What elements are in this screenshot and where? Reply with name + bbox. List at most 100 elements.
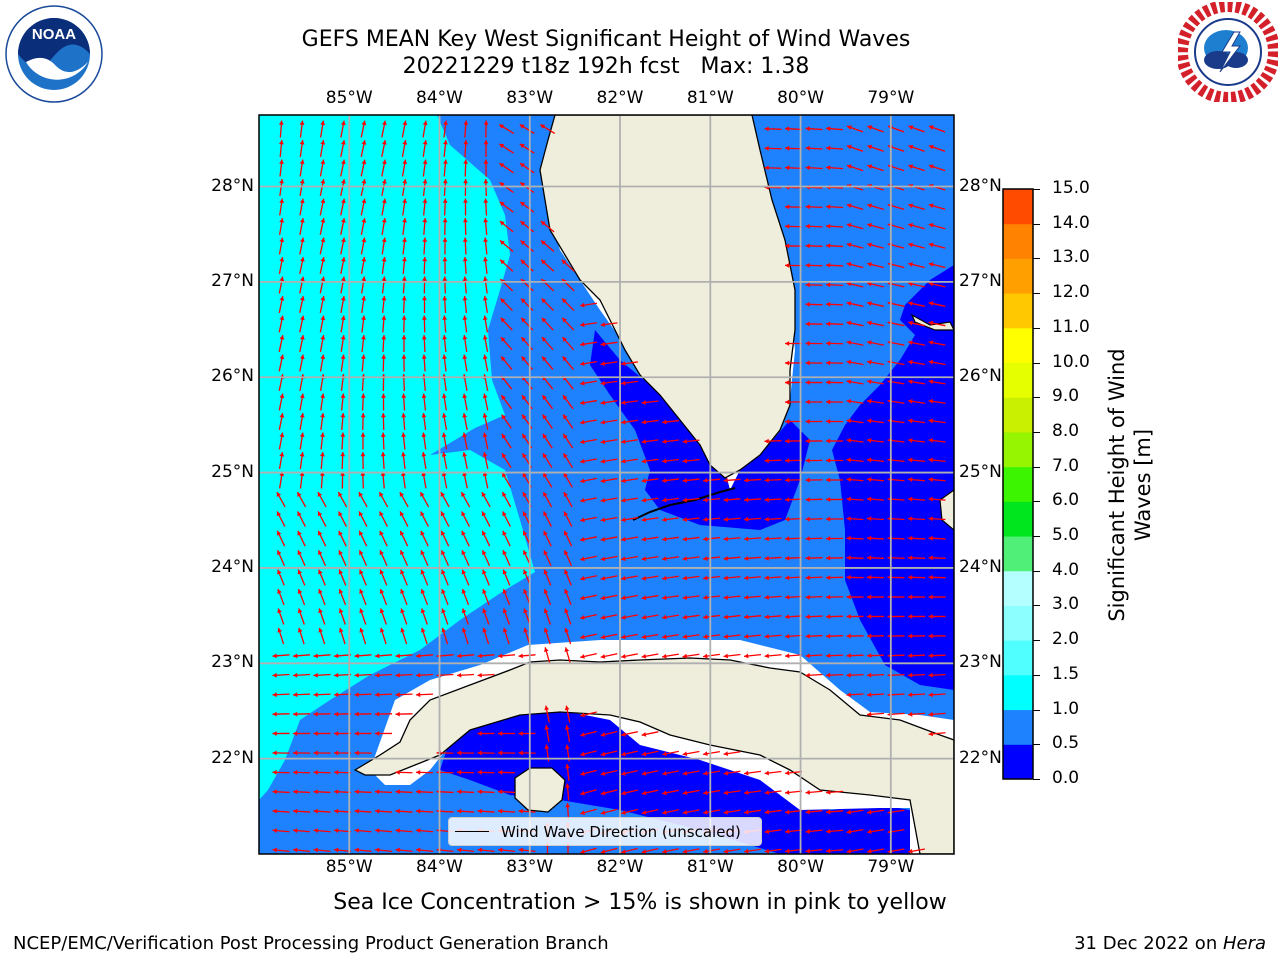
wave-arrow-head (340, 413, 346, 418)
wave-arrow-head (641, 653, 647, 659)
wave-arrow-head (805, 555, 810, 561)
wave-arrow-head (299, 179, 305, 184)
wave-arrow-head (358, 492, 364, 497)
wave-arrow-head (441, 413, 447, 418)
colorbar-tick-mark (1033, 501, 1040, 503)
wave-arrow-head (785, 126, 790, 132)
wave-arrow-head (320, 354, 326, 360)
wave-arrow-head (381, 237, 387, 243)
wave-arrow-head (764, 809, 770, 815)
colorbar-tick-mark (1033, 640, 1040, 642)
wave-arrow-head (723, 614, 728, 620)
wave-arrow-head (785, 790, 790, 795)
wave-arrow-head (867, 555, 872, 561)
wave-arrow-head (580, 654, 585, 659)
wave-arrow-head (785, 263, 790, 268)
wave-arrow-head (580, 478, 585, 484)
wave-arrow-head (908, 438, 913, 443)
wave-arrow-head (723, 556, 728, 561)
wave-arrow-head (826, 282, 831, 288)
wave-arrow-head (442, 257, 448, 262)
wave-arrow-head (277, 608, 282, 614)
wave-arrow-head (477, 847, 482, 853)
wave-arrow-head (826, 321, 831, 327)
wave-arrow-head (867, 125, 873, 130)
wave-arrow-head (501, 356, 506, 362)
wave-arrow-head (279, 276, 285, 282)
wave-arrow-head (482, 296, 488, 301)
wave-arrow-head (400, 569, 405, 575)
wave-arrow-head (381, 315, 387, 320)
wave-arrow-head (703, 536, 708, 542)
wave-arrow-head (317, 530, 323, 536)
wave-arrow-head (826, 497, 831, 502)
wave-arrow-head (502, 492, 507, 497)
wave-arrow-head (805, 262, 810, 268)
tick-label: 26°N (959, 366, 1002, 387)
wave-band-0.0-0.5-east (832, 265, 954, 690)
wave-arrow-head (421, 315, 427, 320)
wave-arrow-head (361, 296, 366, 301)
colorbar (1002, 188, 1034, 780)
tick-label: 23°N (211, 652, 254, 673)
wave-arrow-head (340, 257, 346, 262)
wave-arrow-head (482, 627, 487, 633)
wave-arrow-head (867, 399, 872, 404)
wave-arrow-head (442, 218, 448, 223)
wave-arrow-head (785, 633, 790, 639)
wave-arrow-head (662, 634, 667, 640)
map-subtitle: 20221229 t18z 192h fcst Max: 1.38 (402, 54, 810, 79)
wave-arrow-head (279, 432, 285, 438)
wave-arrow-head (908, 692, 913, 698)
wave-arrow-head (600, 634, 606, 640)
wave-arrow-head (805, 165, 810, 171)
wave-arrow-head (457, 750, 462, 756)
colorbar-tick-mark (1033, 362, 1040, 364)
wave-arrow-head (764, 633, 769, 639)
wave-arrow-head (805, 477, 810, 483)
tick-label: 28°N (211, 175, 254, 196)
wave-arrow-head (500, 317, 506, 323)
wave-arrow-head (338, 608, 344, 614)
wave-arrow-head (461, 550, 466, 556)
wave-arrow-head (420, 627, 426, 633)
wave-arrow-head (320, 335, 326, 340)
wave-arrow-head (563, 453, 568, 459)
wave-arrow-head (826, 614, 831, 620)
wave-arrow-head (420, 608, 426, 614)
wave-arrow-head (641, 634, 647, 640)
wave-arrow-head (744, 653, 749, 659)
wave-arrow-head (361, 257, 367, 262)
wave-arrow-head (422, 179, 428, 184)
wave-arrow-head (785, 341, 790, 346)
wave-arrow-head (395, 711, 400, 717)
wave-arrow-head (518, 750, 523, 756)
wave-arrow-head (462, 354, 468, 360)
tick-label: 25°N (211, 461, 254, 482)
wave-arrow-head (361, 140, 367, 145)
wave-arrow-head (541, 337, 547, 342)
wave-arrow-head (542, 395, 547, 400)
wave-arrow-head (381, 276, 387, 282)
wave-arrow-head (928, 535, 933, 541)
wave-arrow-head (482, 335, 488, 340)
wave-arrow-head (621, 575, 626, 581)
wave-arrow-head (542, 356, 547, 362)
wave-arrow-head (785, 243, 790, 249)
wave-arrow-head (846, 555, 851, 561)
wave-arrow-head (600, 615, 606, 620)
wave-arrow-head (518, 847, 523, 853)
wave-arrow-head (562, 337, 567, 342)
wave-arrow-head (744, 790, 749, 795)
wave-arrow-head (381, 159, 387, 165)
wave-arrow-head (502, 608, 508, 614)
wave-arrow-head (928, 223, 934, 228)
wave-arrow-head (580, 439, 585, 445)
wave-arrow-head (805, 633, 810, 639)
wave-arrow-head (477, 789, 482, 795)
wave-arrow-head (846, 340, 852, 346)
wave-arrow-head (846, 281, 852, 287)
wave-arrow-head (580, 361, 585, 367)
wave-arrow-head (482, 413, 488, 418)
wave-arrow-head (867, 379, 872, 385)
